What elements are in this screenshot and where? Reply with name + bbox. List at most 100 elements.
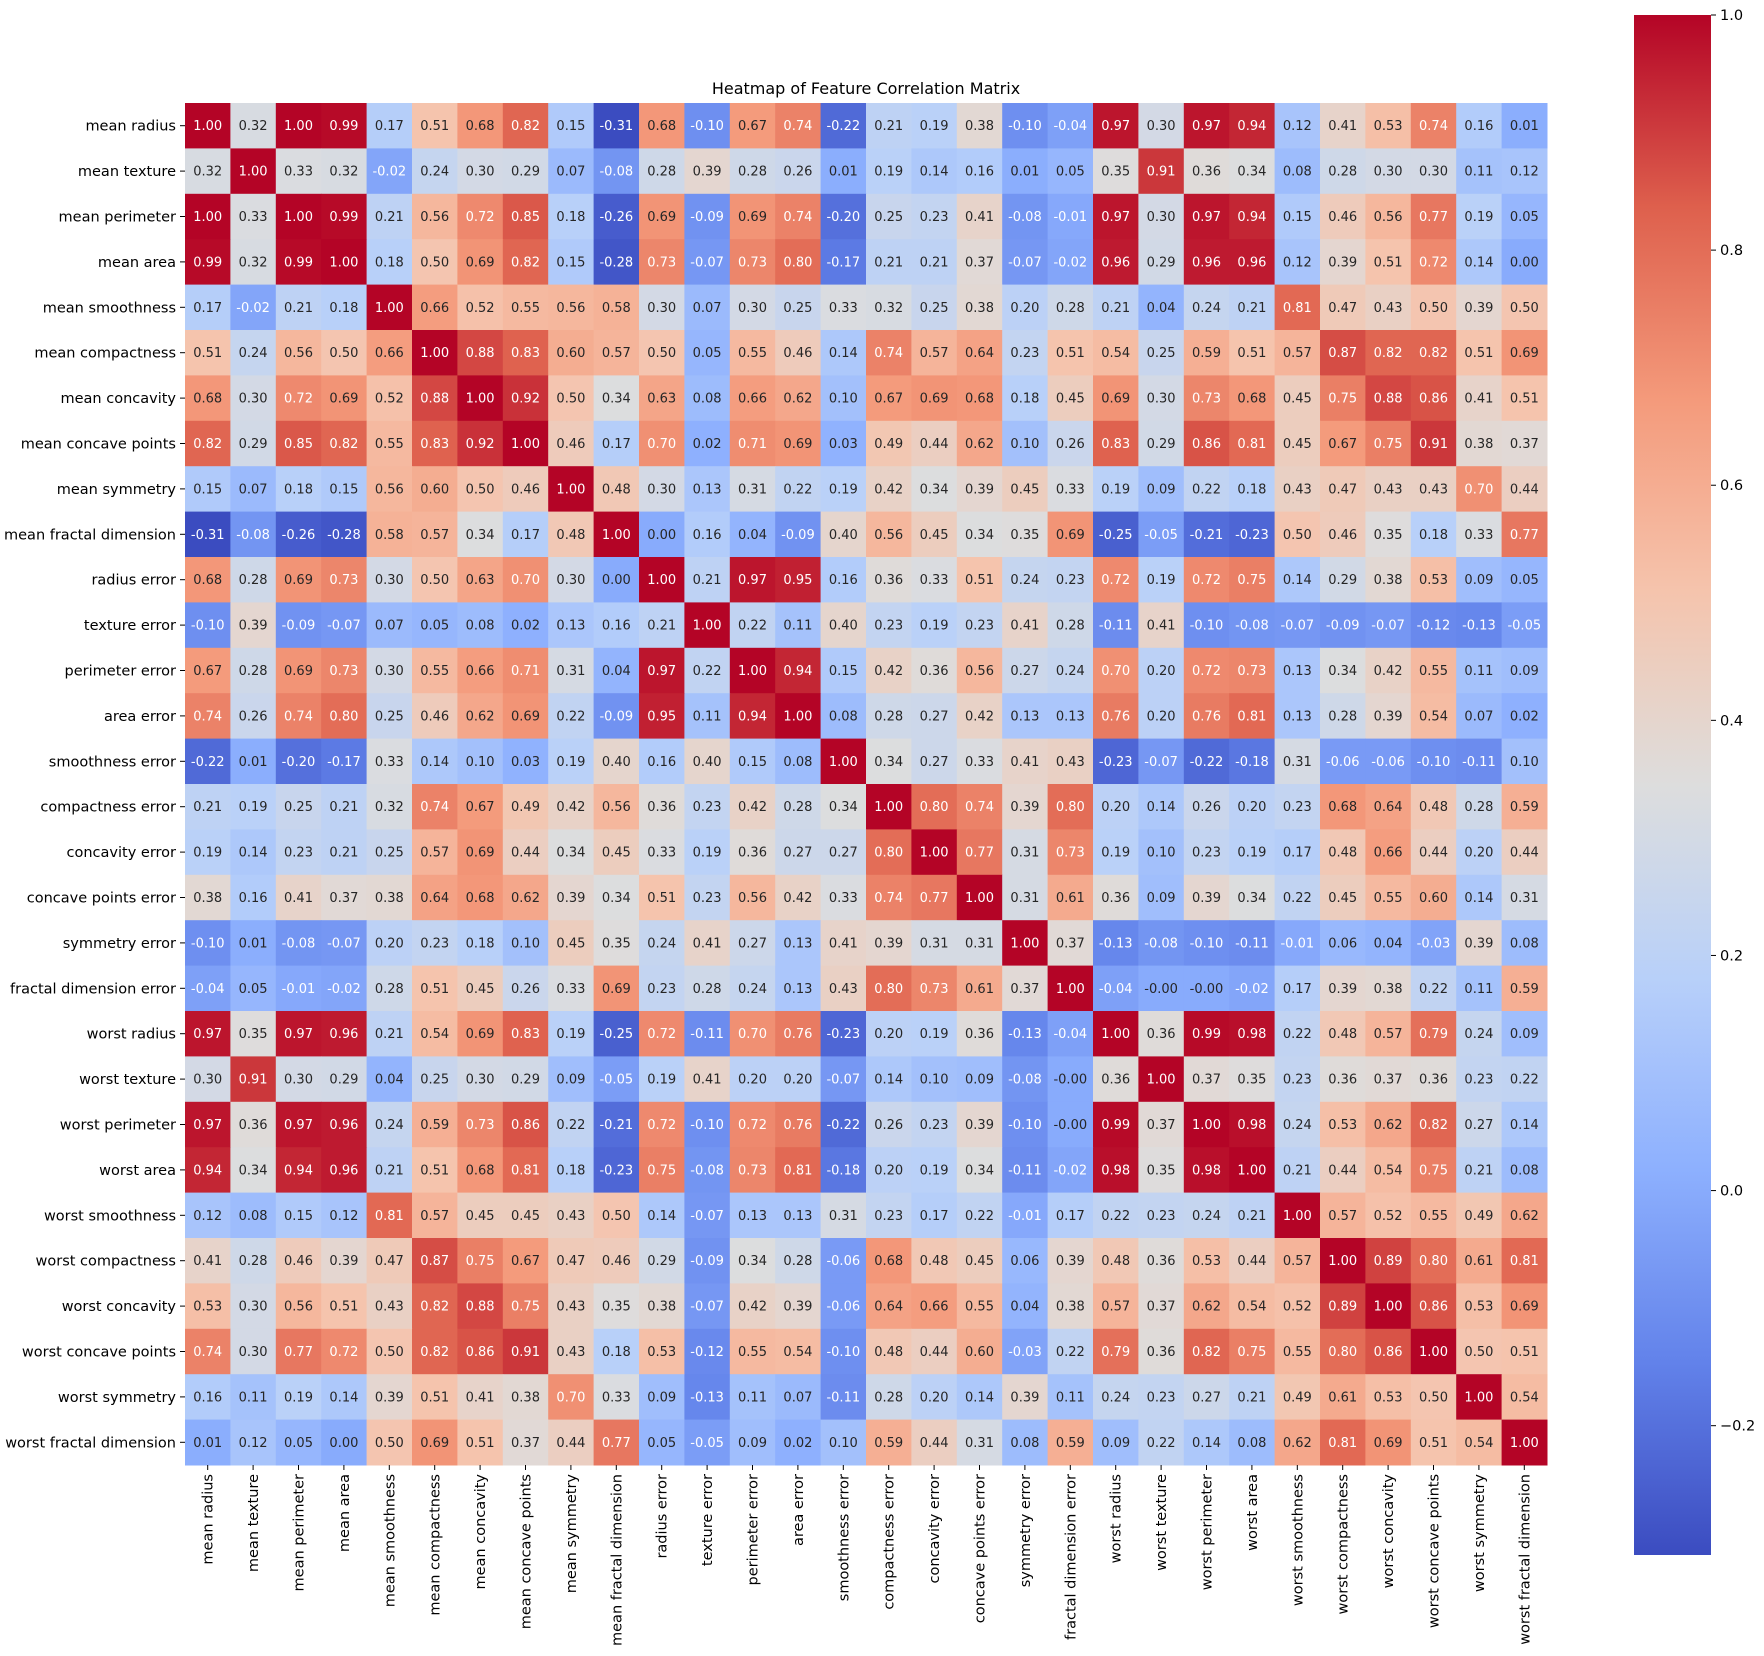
heatmap-cell: [548, 284, 595, 331]
cell-value-label: 0.39: [239, 619, 268, 634]
cell-value-label: 0.15: [1283, 210, 1312, 225]
cell-value-label: 0.28: [375, 982, 404, 997]
cell-value-label: 0.54: [1101, 346, 1130, 361]
cell-value-label: 0.28: [693, 982, 722, 997]
cell-value-label: 0.29: [647, 1254, 676, 1269]
heatmap-cell: [911, 193, 958, 240]
heatmap-cell: [593, 103, 640, 149]
cell-value-label: 0.62: [783, 392, 812, 407]
cell-value-label: 0.06: [1010, 1254, 1039, 1269]
heatmap-cell: [1183, 375, 1230, 422]
cell-value-label: 0.33: [647, 846, 676, 861]
cell-value-label: 0.27: [1010, 664, 1039, 679]
cell-value-label: 0.67: [511, 1254, 540, 1269]
cell-value-label: 0.68: [193, 573, 222, 588]
cell-value-label: 0.17: [1283, 846, 1312, 861]
heatmap-cell: [1229, 466, 1276, 513]
cell-value-label: 0.39: [329, 1254, 358, 1269]
heatmap-cell: [412, 965, 458, 1012]
heatmap-cell: [1365, 557, 1412, 603]
cell-value-label: 0.14: [1192, 1436, 1221, 1451]
cell-value-label: 0.31: [1510, 891, 1539, 906]
heatmap-cell: [366, 920, 413, 967]
cell-value-label: 0.26: [874, 1118, 903, 1133]
cell-value-label: 0.59: [1056, 1436, 1085, 1451]
cell-value-label: 0.15: [284, 1209, 313, 1224]
cell-value-label: 0.33: [920, 573, 949, 588]
heatmap-cell: [866, 103, 912, 149]
cell-value-label: 0.22: [1419, 982, 1448, 997]
heatmap-cell: [1320, 693, 1366, 740]
cell-value-label: 0.34: [239, 1163, 268, 1178]
cell-value-label: 0.86: [1374, 1345, 1403, 1360]
heatmap-cell: [412, 193, 458, 240]
cell-value-label: 0.17: [375, 119, 404, 134]
heatmap-cell: [1320, 330, 1366, 376]
heatmap-cell: [820, 920, 867, 967]
colorbar-tick-label: 0.6: [1720, 478, 1743, 494]
cell-value-label: 0.10: [466, 755, 495, 770]
cell-value-label: -0.11: [1235, 936, 1269, 951]
heatmap-cell: [593, 874, 640, 921]
cell-value-label: -0.10: [690, 119, 724, 134]
heatmap-cell: [684, 784, 731, 830]
chart-title: Heatmap of Feature Correlation Matrix: [712, 79, 1020, 98]
cell-value-label: 0.48: [1419, 800, 1448, 815]
y-tick-label: mean symmetry: [57, 482, 177, 498]
heatmap-cell: [1320, 784, 1366, 830]
cell-value-label: 0.41: [1147, 619, 1176, 634]
x-tick-label: mean symmetry: [564, 1474, 580, 1594]
heatmap-cell: [185, 193, 231, 240]
cell-value-label: 0.09: [965, 1073, 994, 1088]
heatmap-cell: [1274, 239, 1321, 286]
heatmap-cell: [1229, 557, 1276, 603]
cell-value-label: 0.44: [920, 1345, 949, 1360]
cell-value-label: 0.41: [466, 1390, 495, 1405]
heatmap-cell: [1365, 829, 1412, 876]
cell-value-label: 0.98: [1237, 1027, 1266, 1042]
cell-value-label: 0.39: [783, 1300, 812, 1315]
cell-value-label: 0.44: [511, 846, 540, 861]
cell-value-label: -0.08: [1008, 210, 1042, 225]
cell-value-label: -0.05: [599, 1073, 633, 1088]
cell-value-label: 0.56: [1374, 210, 1403, 225]
cell-value-label: 0.21: [375, 1163, 404, 1178]
x-tick-label: worst concavity: [1381, 1474, 1397, 1589]
heatmap-cell: [911, 511, 958, 558]
cell-value-label: 0.55: [420, 664, 449, 679]
cell-value-label: 0.44: [920, 437, 949, 452]
heatmap-cell: [866, 647, 912, 694]
heatmap-cell: [548, 103, 595, 149]
heatmap-cell: [729, 738, 776, 785]
heatmap-cell: [1501, 420, 1548, 467]
heatmap-cell: [729, 375, 776, 422]
cell-value-label: 0.14: [329, 1390, 358, 1405]
heatmap-cell: [1501, 284, 1548, 331]
cell-value-label: 1.00: [1328, 1254, 1357, 1269]
cell-value-label: 0.33: [1464, 528, 1493, 543]
cell-value-label: 0.16: [193, 1390, 222, 1405]
cell-value-label: 0.37: [1510, 437, 1539, 452]
heatmap-cell: [1320, 829, 1366, 876]
cell-value-label: 0.12: [1510, 165, 1539, 180]
heatmap-cell: [1183, 602, 1230, 649]
heatmap-cell: [1138, 420, 1185, 467]
heatmap-cell: [321, 602, 368, 649]
cell-value-label: 0.19: [647, 1073, 676, 1088]
heatmap-cell: [775, 239, 822, 286]
cell-value-label: 0.28: [1056, 301, 1085, 316]
heatmap-cell: [1410, 784, 1457, 830]
cell-value-label: 0.22: [556, 1118, 585, 1133]
cell-value-label: 0.35: [1237, 1073, 1266, 1088]
heatmap-cell: [866, 375, 912, 422]
heatmap-cell: [412, 239, 458, 286]
cell-value-label: 0.51: [420, 982, 449, 997]
cell-value-label: 0.37: [965, 255, 994, 270]
cell-value-label: 0.15: [556, 119, 585, 134]
heatmap-cell: [366, 193, 413, 240]
cell-value-label: 1.00: [920, 846, 949, 861]
cell-value-label: 0.23: [647, 982, 676, 997]
cell-value-label: 0.91: [511, 1345, 540, 1360]
heatmap-cell: [639, 829, 685, 876]
heatmap-cell: [1501, 239, 1548, 286]
